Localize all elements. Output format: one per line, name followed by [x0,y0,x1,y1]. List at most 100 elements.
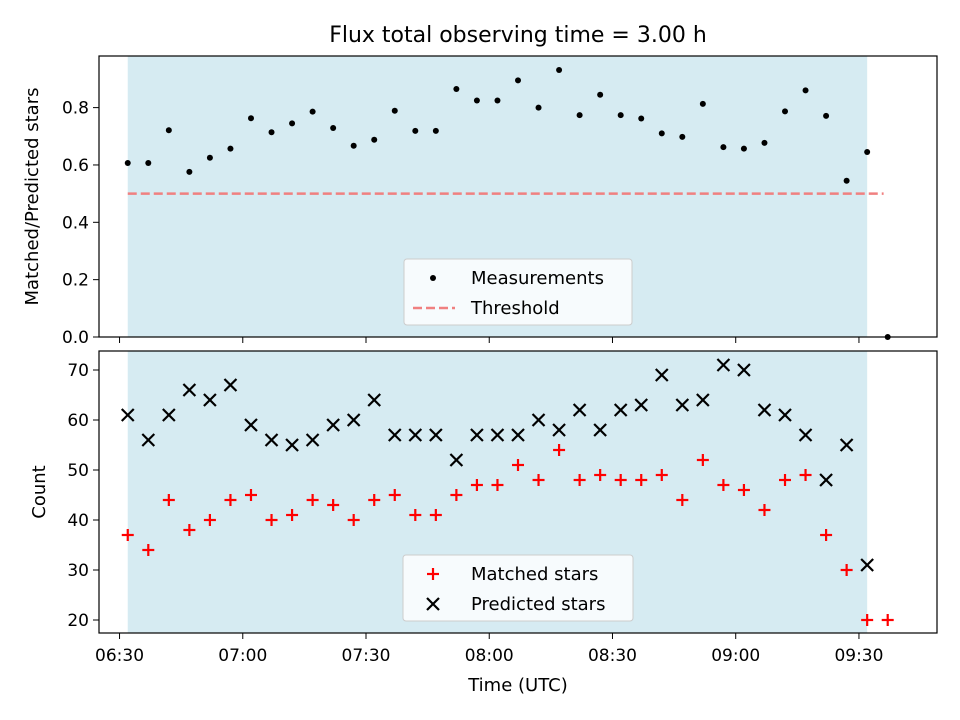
x-tick-label: 08:00 [465,646,514,666]
predicted-star-point [572,403,587,417]
measurement-point [330,124,337,131]
matched-star-point [491,479,504,491]
x-tick-label: 07:30 [342,646,391,666]
measurement-point [864,149,871,156]
predicted-star-point [798,428,813,442]
measurement-point [843,177,850,184]
measurement-point [268,129,275,136]
matched-star-point [696,454,709,466]
predicted-star-point [141,433,156,447]
matched-star-point [594,469,607,481]
top-y-axis-label: Matched/Predicted stars [22,88,43,306]
bottom-legend-box [402,554,634,622]
matched-star-point [470,479,483,491]
matched-star-point [203,514,216,526]
matched-star-point [676,494,689,506]
predicted-stars-points [120,358,874,572]
predicted-star-point [408,428,423,442]
top-axes-frame [98,55,938,338]
legend-predicted-label: Predicted stars [471,594,605,615]
measurement-point [453,85,460,92]
measurement-point [412,127,419,134]
measurement-point [740,145,747,152]
measurement-point [720,144,727,151]
predicted-star-point [757,403,772,417]
measurement-point [576,112,583,119]
measurement-point [597,91,604,98]
predicted-star-point [696,393,710,407]
predicted-star-point [531,413,546,427]
predicted-star-point [305,433,320,447]
predicted-star-point [449,453,464,467]
legend-measurements-label: Measurements [471,268,604,289]
measurement-point [473,97,480,104]
bottom-y-tick-label: 60 [67,411,89,431]
predicted-star-point [470,428,484,442]
measurement-point [802,87,809,94]
matched-star-point [142,544,155,556]
measurement-point [761,139,768,146]
measurement-point [658,130,665,137]
legend-predicted-marker [426,597,440,611]
bottom-y-axis-label: Count [29,465,50,518]
predicted-star-point [654,368,669,382]
measurement-point [309,108,316,115]
count-panel: 20 30 40 50 60 70 06:30 07:00 07:30 08:00 08:30 09… [29,350,938,696]
measurement-point [699,100,706,107]
measurement-point [371,136,378,143]
matched-star-point [512,459,524,471]
matched-star-point [799,469,812,481]
measurement-points [124,67,891,340]
predicted-star-point [346,413,361,427]
measurement-point [247,115,254,122]
x-tick-label: 09:00 [711,646,760,666]
predicted-star-point [285,438,299,452]
measurement-point [432,127,439,134]
predicted-star-point [367,393,382,407]
predicted-star-point [182,383,197,397]
predicted-star-point [120,408,135,422]
measurement-point [206,154,213,161]
measurement-point [515,77,521,84]
bottom-y-tick-label: 20 [67,611,89,631]
legend-matched-label: Matched stars [471,564,598,585]
matched-star-point [779,474,792,486]
top-y-tick-label: 0.8 [62,99,89,119]
predicted-star-point [429,428,443,442]
predicted-star-point [223,378,238,392]
matched-star-point [758,504,771,516]
top-y-tick-label: 0.0 [62,328,89,348]
measurement-point [186,168,193,175]
bottom-y-tick-label: 30 [67,561,89,581]
measurement-point [165,127,172,134]
measurement-point [350,142,357,149]
top-y-tick-label: 0.4 [62,213,89,233]
matched-star-point [409,509,422,521]
ratio-panel: 0.00.20.40.60.8 Matched/Predicted stars … [22,55,938,348]
matched-star-point [121,529,134,541]
matched-star-point [840,564,853,576]
measurement-point [145,159,152,166]
measurement-point [617,112,624,119]
predicted-star-point [839,438,854,452]
predicted-star-point [387,428,402,442]
matched-star-point [224,494,237,506]
predicted-star-point [264,433,279,447]
bottom-y-ticks: 20 30 40 50 60 70 [67,361,99,631]
top-legend-box [403,258,633,326]
measurement-point [638,115,645,122]
matched-star-point [820,529,833,541]
matched-star-point [429,509,442,521]
x-tick-label: 09:30 [834,646,883,666]
bottom-y-tick-label: 40 [67,511,89,531]
matched-star-point [162,494,175,506]
predicted-star-point [613,403,628,417]
top-y-ticks: 0.0 0.2 0.4 0.6 0.8 [62,99,99,348]
matched-star-point [265,514,278,526]
measurement-point [782,108,789,115]
bottom-x-ticks: 06:30 07:00 07:30 08:00 08:30 09:00 09:30 [95,633,883,666]
predicted-star-point [490,428,505,442]
legend-measurement-marker [430,275,436,281]
x-tick-label: 06:30 [95,646,144,666]
